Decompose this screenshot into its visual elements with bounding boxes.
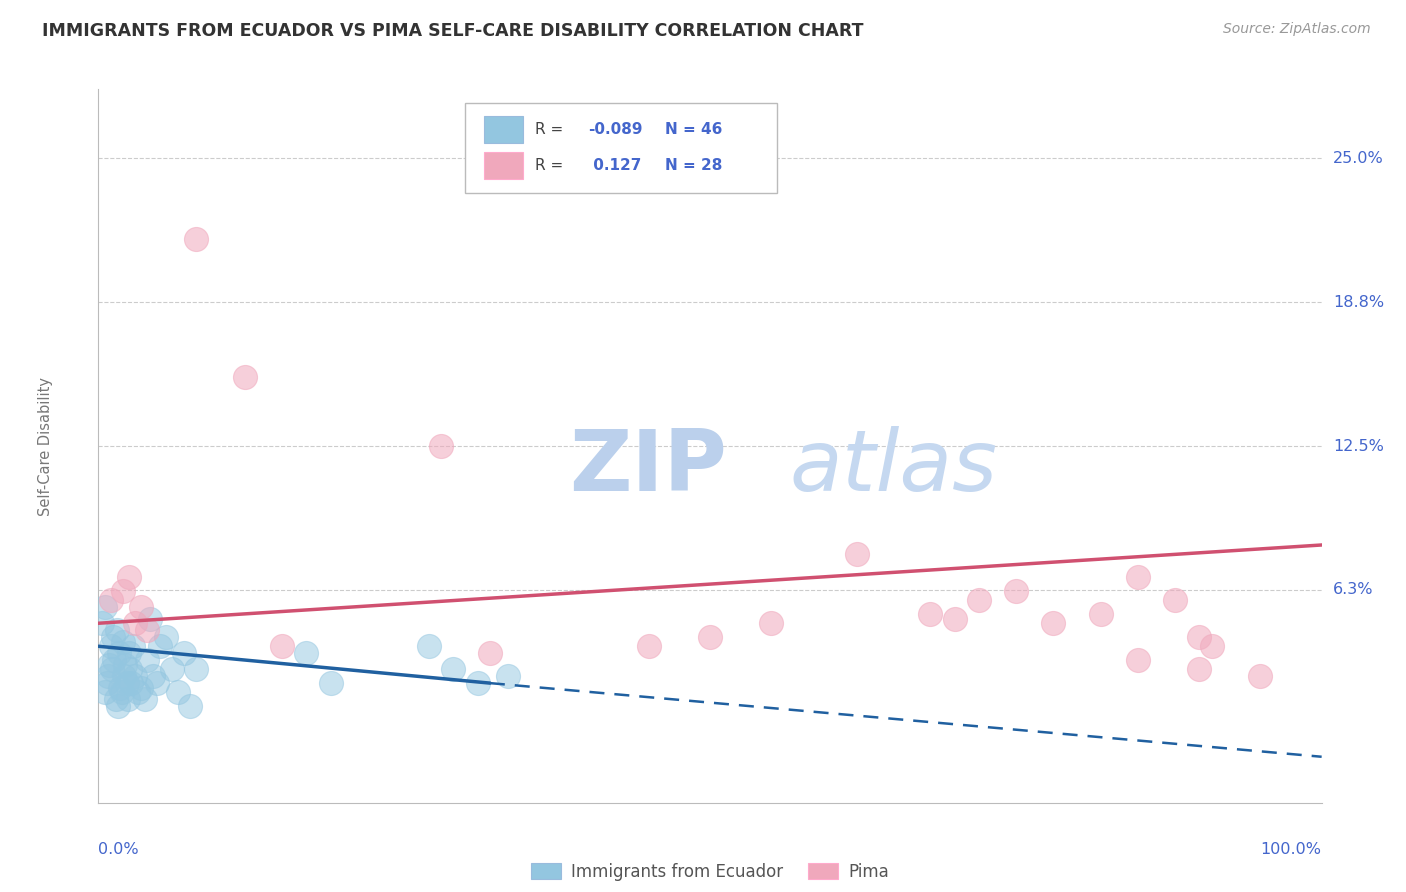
Point (118, 646, 141, 660)
Point (186, 662, 208, 676)
Point (120, 676, 142, 690)
Point (1201, 640, 1223, 654)
Point (97, 669, 120, 683)
Point (111, 685, 134, 699)
Point (920, 607, 942, 621)
Point (1042, 616, 1064, 631)
Text: 25.0%: 25.0% (1333, 151, 1384, 166)
Point (173, 646, 195, 660)
Point (107, 699, 129, 714)
Point (111, 584, 134, 599)
Point (295, 646, 318, 660)
Text: 0.127: 0.127 (588, 158, 641, 173)
Point (1090, 607, 1112, 621)
Point (1004, 584, 1026, 599)
Point (441, 662, 464, 676)
Point (93, 600, 115, 615)
Point (115, 676, 138, 690)
Point (967, 593, 990, 607)
Point (136, 623, 159, 637)
Point (270, 640, 294, 654)
Point (943, 612, 966, 626)
Point (124, 669, 146, 683)
Point (149, 640, 172, 654)
Text: 100.0%: 100.0% (1261, 842, 1322, 856)
Point (105, 623, 128, 637)
Point (129, 681, 152, 695)
Point (100, 593, 122, 607)
Point (114, 657, 136, 672)
Point (167, 685, 190, 699)
Point (96, 676, 118, 690)
Point (117, 692, 139, 706)
Point (101, 630, 124, 644)
Text: R =: R = (536, 158, 568, 173)
Legend: Immigrants from Ecuador, Pima: Immigrants from Ecuador, Pima (524, 856, 896, 888)
Point (110, 681, 132, 695)
Point (112, 669, 135, 683)
Point (233, 370, 256, 384)
Text: IMMIGRANTS FROM ECUADOR VS PIMA SELF-CARE DISABILITY CORRELATION CHART: IMMIGRANTS FROM ECUADOR VS PIMA SELF-CAR… (42, 22, 863, 40)
Text: 0.0%: 0.0% (98, 842, 139, 856)
Point (1188, 630, 1211, 644)
Point (101, 662, 124, 676)
Point (129, 600, 152, 615)
FancyBboxPatch shape (484, 116, 523, 144)
Text: atlas: atlas (790, 425, 997, 509)
Point (319, 676, 342, 690)
Text: R =: R = (536, 122, 568, 137)
FancyBboxPatch shape (484, 152, 523, 179)
Text: 18.8%: 18.8% (1333, 294, 1384, 310)
Text: Self-Care Disability: Self-Care Disability (38, 376, 53, 516)
Text: 12.5%: 12.5% (1333, 439, 1384, 453)
Text: N = 28: N = 28 (665, 158, 723, 173)
Point (104, 692, 127, 706)
Point (121, 640, 143, 654)
Point (1249, 669, 1271, 683)
Point (155, 630, 177, 644)
Text: 6.3%: 6.3% (1333, 582, 1374, 598)
Point (430, 439, 453, 453)
Point (108, 646, 131, 660)
Point (845, 547, 868, 561)
Point (160, 662, 183, 676)
Point (127, 685, 149, 699)
Point (418, 640, 440, 654)
Point (496, 669, 519, 683)
Point (136, 653, 159, 667)
Text: ZIP: ZIP (569, 425, 727, 509)
Point (1164, 593, 1187, 607)
Point (179, 699, 201, 714)
Point (118, 570, 141, 584)
Point (142, 669, 165, 683)
Point (1128, 653, 1150, 667)
FancyBboxPatch shape (465, 103, 778, 193)
Point (100, 640, 122, 654)
Point (761, 616, 783, 631)
Point (120, 662, 142, 676)
Point (93, 685, 115, 699)
Point (478, 646, 501, 660)
Point (139, 612, 162, 626)
Point (699, 630, 721, 644)
Point (91, 616, 114, 631)
Text: -0.089: -0.089 (588, 122, 643, 137)
Point (146, 676, 169, 690)
Point (134, 692, 156, 706)
Point (98, 657, 121, 672)
Text: Source: ZipAtlas.com: Source: ZipAtlas.com (1223, 22, 1371, 37)
Point (186, 232, 208, 246)
Point (124, 616, 146, 631)
Point (1128, 570, 1150, 584)
Point (1188, 662, 1211, 676)
Point (103, 653, 125, 667)
Point (111, 634, 134, 648)
Point (467, 676, 489, 690)
Point (637, 640, 661, 654)
Text: N = 46: N = 46 (665, 122, 723, 137)
